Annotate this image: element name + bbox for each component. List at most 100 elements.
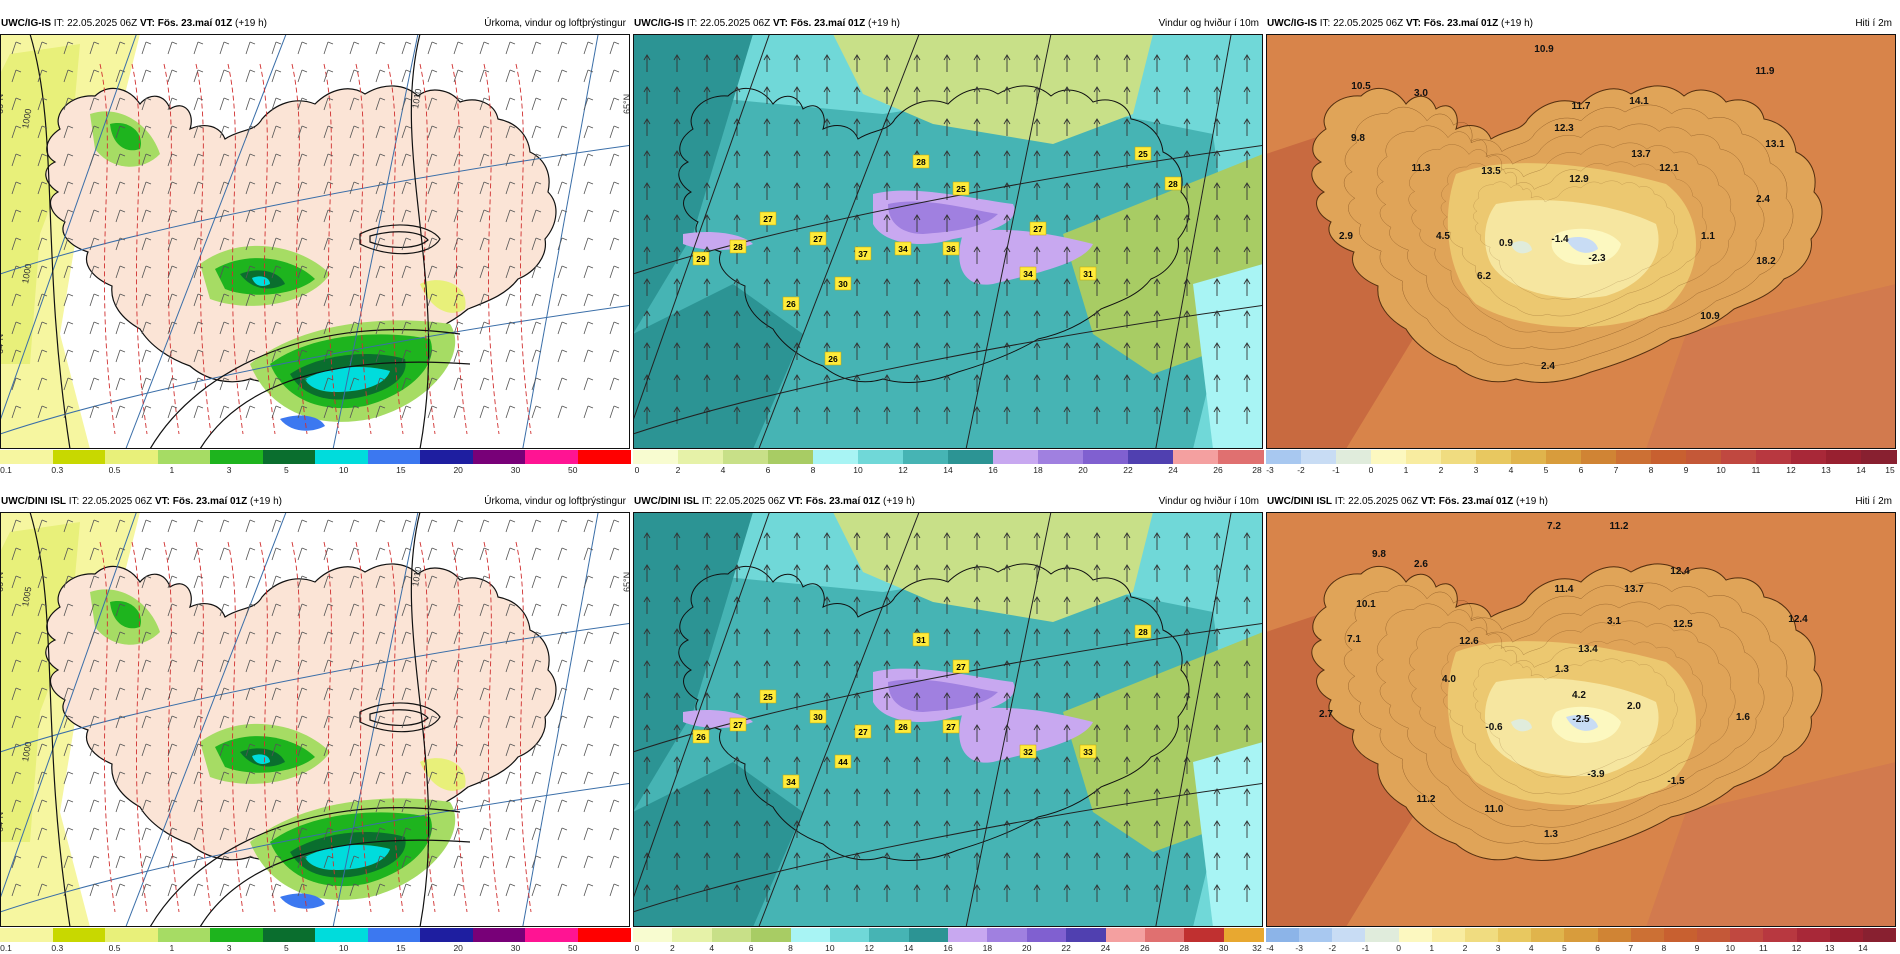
colorbar-tick: 0.1 xyxy=(0,943,12,953)
temperature-label: 10.5 xyxy=(1351,81,1371,92)
colorbar-tick: 30 xyxy=(1218,943,1229,953)
contour-label: 1005 xyxy=(20,586,33,607)
colorbar-swatch xyxy=(1564,928,1599,942)
colorbar-tick: 26 xyxy=(1140,943,1150,953)
colorbar-tick: 10 xyxy=(1725,943,1735,953)
temperature-label: 12.3 xyxy=(1554,123,1574,134)
colorbar-swatch xyxy=(1616,450,1652,464)
colorbar-swatch xyxy=(1128,450,1174,464)
init-time: 22.05.2025 06Z xyxy=(1348,496,1419,507)
map-area: 25 26 27 30 27 26 27 44 34 27 32 33 31 28 xyxy=(633,512,1263,927)
colorbar-tick: 22 xyxy=(1061,943,1071,953)
valid-label: VT: xyxy=(154,496,170,507)
svg-text:27: 27 xyxy=(763,214,773,224)
model-name: UWC/DINI ISL xyxy=(1,496,66,507)
temperature-label: -3.9 xyxy=(1587,769,1605,780)
colorbar-tick: 0.3 xyxy=(51,943,64,953)
colorbar-swatch xyxy=(1686,450,1722,464)
init-label: IT: xyxy=(1319,18,1331,29)
map-svg: 1000 1010 1000 66°N 64°N 65°N xyxy=(0,34,630,449)
gust-badge: 27 xyxy=(1029,221,1047,236)
init-time: 22.05.2025 06Z xyxy=(1333,18,1404,29)
colorbar-tick: 50 xyxy=(567,465,578,475)
run-info: UWC/IG-IS IT: 22.05.2025 06Z VT: Fös. 23… xyxy=(1267,16,1533,32)
temperature-label: 12.1 xyxy=(1659,163,1679,174)
colorbar-tick: 2 xyxy=(670,943,675,953)
colorbar-swatch xyxy=(52,450,106,464)
panel-header: UWC/DINI ISL IT: 22.05.2025 06Z VT: Fös.… xyxy=(1266,494,1896,510)
init-label: IT: xyxy=(1334,496,1346,507)
contour-label: 66°N xyxy=(0,572,5,592)
colorbar-tick: 10 xyxy=(853,465,863,475)
colorbar-swatch xyxy=(829,928,870,942)
colorbar-tick: 28 xyxy=(1179,943,1189,953)
temperature-label: 4.5 xyxy=(1436,231,1450,242)
svg-text:27: 27 xyxy=(956,662,966,672)
temperature-label: -0.6 xyxy=(1485,722,1503,733)
svg-text:34: 34 xyxy=(898,244,908,254)
map-area: 7.2 11.2 9.8 2.6 13.7 12.4 10.1 7.1 11.4 3.1 12.5 1… xyxy=(1266,512,1896,927)
svg-text:25: 25 xyxy=(1138,149,1148,159)
colorbar-swatch xyxy=(1763,928,1798,942)
svg-text:28: 28 xyxy=(733,242,743,252)
svg-text:33: 33 xyxy=(1083,747,1093,757)
temperature-label: 2.4 xyxy=(1541,361,1555,372)
model-name: UWC/IG-IS xyxy=(1,18,51,29)
svg-text:34: 34 xyxy=(786,777,796,787)
colorbar-tick: -1 xyxy=(1332,465,1340,475)
gust-badge: 34 xyxy=(894,241,912,256)
colorbar-legend: 0.1 0.3 0.5 1 3 5 10 15 20 30 50 xyxy=(0,928,631,954)
colorbar-swatch xyxy=(948,450,994,464)
temperature-label: 11.2 xyxy=(1610,521,1629,532)
svg-text:26: 26 xyxy=(828,354,838,364)
colorbar-tick: 5 xyxy=(1562,943,1567,953)
svg-text:29: 29 xyxy=(696,254,706,264)
colorbar-tick: -2 xyxy=(1297,465,1305,475)
colorbar-tick: 1 xyxy=(169,943,175,953)
lead-time: (+19 h) xyxy=(250,496,282,507)
colorbar-tick: 5 xyxy=(283,465,289,475)
colorbar-tick: 4 xyxy=(709,943,715,953)
colorbar-swatch xyxy=(1476,450,1512,464)
colorbar-tick: 3 xyxy=(1495,943,1501,953)
temperature-label: 1.3 xyxy=(1555,664,1569,675)
colorbar-tick: 10 xyxy=(825,943,835,953)
colorbar-swatch xyxy=(1498,928,1532,942)
colorbar-tick: 3 xyxy=(226,943,232,953)
temperature-label: 2.4 xyxy=(1756,194,1770,205)
colorbar-tick: 10 xyxy=(1716,465,1726,475)
colorbar-swatch xyxy=(1301,450,1337,464)
valid-time: Fös. 23.maí 01Z xyxy=(157,18,233,29)
colorbar-swatch xyxy=(1597,928,1632,942)
colorbar-legend: 0 2 4 6 8 10 12 14 16 18 20 22 24 26 28 30 32 xyxy=(633,928,1264,954)
svg-text:25: 25 xyxy=(956,184,966,194)
gust-badge: 29 xyxy=(692,251,710,266)
colorbar-tick: 12 xyxy=(898,465,908,475)
colorbar-tick: 4 xyxy=(1528,943,1534,953)
colorbar-tick: -2 xyxy=(1328,943,1337,953)
colorbar-swatch xyxy=(858,450,904,464)
temperature-label: -1.5 xyxy=(1667,776,1685,787)
svg-text:28: 28 xyxy=(1168,179,1178,189)
colorbar-swatch xyxy=(0,450,53,464)
colorbar-tick: 24 xyxy=(1168,465,1178,475)
colorbar-tick: 30 xyxy=(510,943,521,953)
temperature-label: 7.1 xyxy=(1347,634,1361,645)
valid-label: VT: xyxy=(1420,496,1436,507)
colorbar-swatch xyxy=(1581,450,1617,464)
panel-title: Hiti í 2m xyxy=(1855,496,1892,507)
gust-badge: 28 xyxy=(1134,624,1152,639)
colorbar-swatch xyxy=(0,928,53,942)
colorbar-tick: 4 xyxy=(1508,465,1514,475)
temperature-label: 0.9 xyxy=(1499,238,1513,249)
contour-label: 64°N xyxy=(0,334,5,354)
temperature-label: 4.0 xyxy=(1442,674,1456,685)
valid-time: Fös. 23.maí 01Z xyxy=(790,18,866,29)
panel-igis-wind: UWC/IG-IS IT: 22.05.2025 06Z VT: Fös. 23… xyxy=(633,16,1264,476)
temperature-label: 7.2 xyxy=(1547,521,1561,532)
colorbar-tick: 11 xyxy=(1758,943,1768,953)
gust-badge: 27 xyxy=(942,719,960,734)
colorbar-swatch xyxy=(367,928,421,942)
colorbar-swatch xyxy=(525,450,578,464)
svg-text:36: 36 xyxy=(946,244,956,254)
